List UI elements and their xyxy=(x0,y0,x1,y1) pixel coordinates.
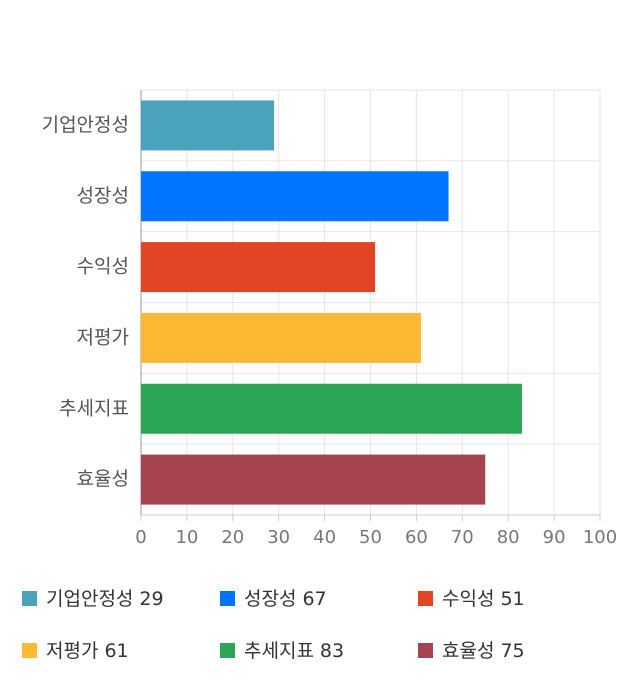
x-tick-label: 0 xyxy=(135,527,146,548)
x-tick-label: 70 xyxy=(451,527,474,548)
y-tick-label: 성장성 xyxy=(77,185,129,207)
x-tick-label: 40 xyxy=(313,527,336,548)
legend-label: 기업안정성 29 xyxy=(46,588,164,610)
legend-value: 51 xyxy=(500,588,524,610)
x-tick-label: 60 xyxy=(405,527,428,548)
legend-name: 저평가 xyxy=(46,640,98,662)
y-tick-label: 기업안정성 xyxy=(42,114,129,136)
x-tick-label: 100 xyxy=(583,527,617,548)
legend-label: 추세지표 83 xyxy=(244,640,344,662)
legend-name: 성장성 xyxy=(244,588,296,610)
legend-value: 67 xyxy=(302,588,326,610)
legend-label: 저평가 61 xyxy=(46,640,129,662)
x-tick-label: 80 xyxy=(497,527,520,548)
legend-swatch xyxy=(22,591,37,606)
legend-label: 성장성 67 xyxy=(244,588,327,610)
y-tick-label: 추세지표 xyxy=(59,397,129,419)
bar xyxy=(141,242,376,293)
x-tick-label: 10 xyxy=(175,527,198,548)
bar xyxy=(141,312,421,363)
bar xyxy=(141,171,449,222)
y-tick-label: 수익성 xyxy=(77,256,129,278)
y-tick-label: 효율성 xyxy=(77,468,129,490)
legend-name: 추세지표 xyxy=(244,640,314,662)
legend-value: 61 xyxy=(104,640,128,662)
bar xyxy=(141,383,522,434)
legend-value: 29 xyxy=(139,588,163,610)
legend-label: 수익성 51 xyxy=(442,588,525,610)
legend-value: 75 xyxy=(500,640,524,662)
legend-swatch xyxy=(220,643,235,658)
legend-label: 효율성 75 xyxy=(442,640,525,662)
x-tick-label: 90 xyxy=(543,527,566,548)
y-tick-label: 저평가 xyxy=(77,326,129,348)
legend-swatch xyxy=(418,591,433,606)
bar xyxy=(141,454,486,505)
x-tick-label: 20 xyxy=(221,527,244,548)
legend-name: 기업안정성 xyxy=(46,588,133,610)
legend-name: 수익성 xyxy=(442,588,494,610)
legend-swatch xyxy=(22,643,37,658)
legend-swatch xyxy=(418,643,433,658)
bar xyxy=(141,100,275,151)
legend-value: 83 xyxy=(320,640,344,662)
x-tick-label: 30 xyxy=(267,527,290,548)
legend-name: 효율성 xyxy=(442,640,494,662)
x-tick-label: 50 xyxy=(359,527,382,548)
legend-swatch xyxy=(220,591,235,606)
